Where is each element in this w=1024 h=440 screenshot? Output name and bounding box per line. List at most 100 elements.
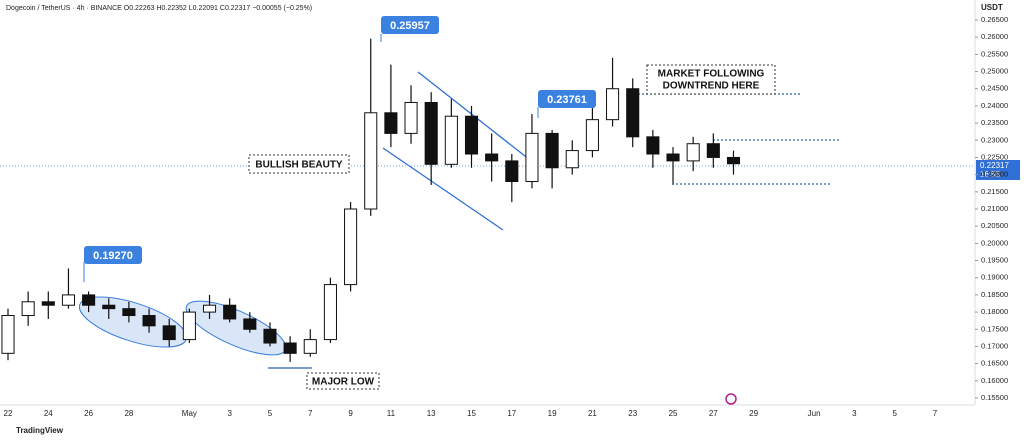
channel-line (382, 147, 504, 231)
x-tick-label: 27 (709, 409, 718, 418)
note-box (306, 372, 380, 390)
chart-title: Dogecoin / TetherUS · 4h · BINANCE O0.22… (6, 5, 312, 12)
x-tick-label: 22 (4, 409, 13, 418)
x-tick-label: 29 (749, 409, 758, 418)
x-tick-label: 7 (933, 409, 938, 418)
x-tick-label: 24 (44, 409, 53, 418)
y-tick-label: 0.25500 (981, 49, 1008, 58)
candle-body (243, 318, 257, 330)
candle-body (263, 328, 277, 344)
callout-text: 0.19270 (93, 250, 133, 262)
y-tick-label: 0.24000 (981, 101, 1008, 110)
x-tick-label: 7 (308, 409, 313, 418)
x-tick-label: 23 (628, 409, 637, 418)
price-tag (976, 160, 1020, 180)
candle-body (142, 315, 156, 327)
candle-body (525, 132, 539, 183)
note-text: DOWNTREND HERE (663, 81, 760, 92)
candle-body (464, 115, 479, 155)
candle-body (102, 304, 116, 310)
y-tick-label: 0.21500 (981, 187, 1008, 196)
x-tick-label: 25 (669, 409, 678, 418)
x-tick-label: 9 (348, 409, 353, 418)
note-box (646, 64, 776, 95)
candle-body (666, 153, 680, 162)
y-tick-label: 0.20000 (981, 238, 1008, 247)
candle-body (485, 153, 499, 162)
candle-body (505, 160, 519, 183)
x-tick-label: 15 (467, 409, 476, 418)
y-tick-label: 0.23500 (981, 118, 1008, 127)
candle-body (726, 156, 741, 165)
x-tick-label: 26 (84, 409, 93, 418)
candle-body (444, 115, 458, 165)
y-tick-label: 0.19000 (981, 273, 1008, 282)
x-tick-label: 17 (507, 409, 516, 418)
candle-body (706, 143, 720, 158)
candle-body (565, 150, 579, 169)
callout-box (538, 90, 596, 108)
candle-body (323, 284, 337, 341)
x-tick-label: Jun (808, 409, 821, 418)
x-tick-label: 19 (548, 409, 557, 418)
y-tick-label: 0.19500 (981, 256, 1008, 265)
candles (1, 38, 741, 362)
candle-body (61, 294, 76, 306)
price-tag-text: 0.22317 (980, 161, 1009, 170)
x-tick-label: 21 (588, 409, 597, 418)
brand: TradingView (16, 426, 64, 435)
y-tick-label: 0.18000 (981, 307, 1008, 316)
timer-text: 16:55 (980, 170, 1001, 179)
candle-body (41, 301, 55, 306)
y-tick-label: 0.17000 (981, 341, 1008, 350)
candle-body (303, 339, 317, 354)
candle-body (21, 301, 35, 317)
note-text: BULLISH BEAUTY (255, 160, 343, 171)
candle-body (223, 304, 237, 320)
y-tick-label: 0.26500 (981, 15, 1008, 24)
y-tick-label: 0.22000 (981, 170, 1008, 179)
callout-box (84, 246, 142, 264)
y-tick-label: 0.25000 (981, 67, 1008, 76)
candle-body (364, 112, 378, 210)
candle-body (585, 119, 599, 152)
x-tick-label: 5 (268, 409, 273, 418)
event-icon (725, 393, 737, 405)
currency: USDT (981, 3, 1003, 12)
callout-text: 0.23761 (547, 94, 587, 106)
x-tick-label: May (182, 409, 197, 418)
candle-body (1, 315, 15, 354)
callout-box (381, 16, 439, 34)
note-box (248, 154, 350, 174)
callout-text: 0.25957 (390, 20, 430, 32)
y-tick-label: 0.26000 (981, 32, 1008, 41)
y-tick-label: 0.23000 (981, 135, 1008, 144)
x-tick-label: 11 (387, 409, 396, 418)
candle-body (686, 143, 700, 162)
candle-body (404, 101, 418, 134)
note-text: MARKET FOLLOWING (658, 69, 765, 80)
y-tick-label: 0.24500 (981, 84, 1008, 93)
y-tick-label: 0.17500 (981, 324, 1008, 333)
y-tick-label: 0.21000 (981, 204, 1008, 213)
candle-body (424, 101, 438, 165)
candle-body (162, 325, 176, 341)
candle-body (606, 88, 620, 121)
candle-body (545, 132, 559, 169)
y-tick-label: 0.22500 (981, 152, 1008, 161)
y-tick-label: 0.20500 (981, 221, 1008, 230)
candle-body (646, 136, 660, 155)
y-tick-label: 0.16000 (981, 376, 1008, 385)
x-tick-label: 13 (427, 409, 436, 418)
candle-body (344, 208, 358, 286)
candle-body (283, 342, 297, 354)
candle-body (202, 304, 217, 313)
candle-body (182, 311, 196, 341)
y-tick-label: 0.18500 (981, 290, 1008, 299)
x-tick-label: 28 (124, 409, 133, 418)
x-tick-label: 3 (852, 409, 857, 418)
y-tick-label: 0.16500 (981, 359, 1008, 368)
candle-body (384, 112, 398, 134)
x-tick-label: 5 (892, 409, 897, 418)
